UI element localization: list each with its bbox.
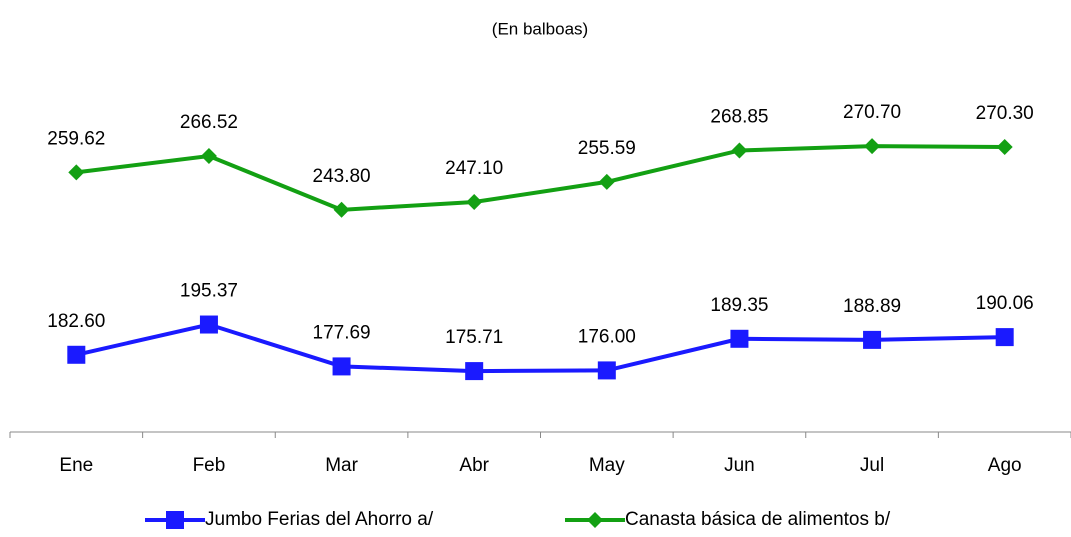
data-label: 266.52	[180, 112, 238, 133]
marker	[598, 173, 615, 190]
data-label: 270.70	[843, 102, 901, 123]
marker	[68, 164, 85, 181]
x-tick-label: May	[589, 455, 625, 476]
x-tick-label: Ene	[59, 455, 93, 476]
marker	[731, 142, 748, 159]
marker	[587, 512, 603, 528]
data-label: 177.69	[313, 322, 371, 343]
marker	[332, 357, 351, 376]
data-label: 255.59	[578, 138, 636, 159]
data-label: 175.71	[445, 327, 503, 348]
series-line	[75, 322, 1005, 374]
marker	[67, 345, 86, 364]
data-label: 176.00	[578, 326, 636, 347]
data-label: 268.85	[710, 106, 768, 127]
marker	[333, 201, 350, 218]
marker	[597, 361, 616, 380]
data-label: 259.62	[47, 128, 105, 149]
data-label: 188.89	[843, 296, 901, 317]
marker	[996, 139, 1013, 156]
series-line	[76, 144, 1005, 212]
x-tick-label: Mar	[325, 455, 358, 476]
marker	[200, 147, 217, 164]
data-label: 182.60	[47, 311, 105, 332]
x-tick-label: Abr	[459, 455, 489, 476]
x-tick-label: Jun	[724, 455, 755, 476]
marker	[864, 138, 881, 155]
marker	[995, 328, 1014, 347]
marker	[863, 330, 882, 349]
chart-subtitle: (En balboas)	[492, 19, 588, 38]
marker	[199, 315, 218, 334]
marker	[466, 193, 483, 210]
data-label: 247.10	[445, 158, 503, 179]
marker	[166, 511, 184, 529]
x-tick-label: Feb	[193, 455, 226, 476]
legend-label: Canasta básica de alimentos b/	[625, 509, 891, 530]
x-tick-label: Jul	[860, 455, 884, 476]
marker	[730, 329, 749, 348]
legend-label: Jumbo Ferias del Ahorro a/	[205, 509, 434, 530]
data-label: 243.80	[313, 166, 371, 187]
marker	[465, 362, 484, 381]
data-label: 195.37	[180, 281, 238, 302]
data-label: 189.35	[710, 295, 768, 316]
x-tick-label: Ago	[988, 455, 1022, 476]
data-label: 270.30	[976, 103, 1034, 124]
data-label: 190.06	[976, 293, 1034, 314]
